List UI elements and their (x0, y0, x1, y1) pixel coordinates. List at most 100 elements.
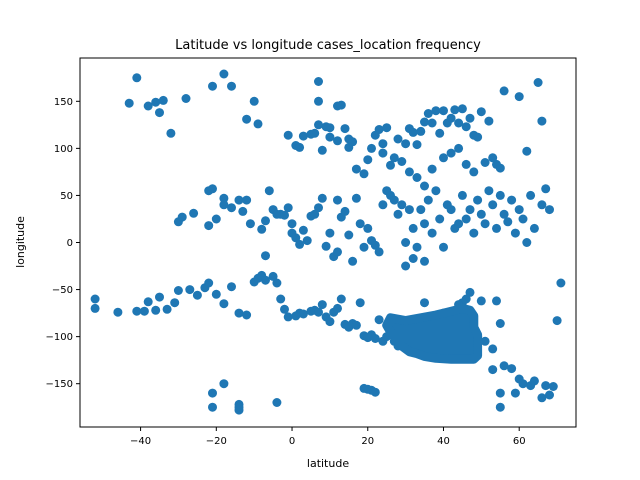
scatter-point (151, 305, 161, 315)
scatter-point (389, 195, 399, 205)
scatter-point (420, 181, 429, 191)
scatter-point (314, 96, 323, 106)
points-layer (90, 69, 566, 415)
scatter-point (370, 334, 380, 343)
x-tick-label: 60 (513, 436, 526, 447)
scatter-point (495, 163, 505, 173)
scatter-point (537, 200, 547, 210)
scatter-point (480, 158, 490, 167)
scatter-point (325, 317, 335, 327)
scatter-point (529, 376, 539, 386)
scatter-point (397, 157, 407, 166)
scatter-point (155, 292, 164, 302)
scatter-point (541, 184, 551, 194)
scatter-point (420, 219, 429, 229)
scatter-point (431, 106, 441, 116)
scatter-point (484, 116, 494, 126)
scatter-point (298, 309, 308, 319)
scatter-point (435, 128, 445, 138)
x-tick-label: −40 (130, 436, 151, 447)
x-tick-label: 40 (437, 436, 450, 447)
scatter-point (317, 193, 327, 203)
y-axis: −150 −100 −50 0 50 100 150 (46, 97, 80, 390)
scatter-point (507, 195, 517, 205)
scatter-point (374, 247, 384, 257)
scatter-point (211, 214, 221, 224)
scatter-point (314, 77, 323, 86)
scatter-point (227, 81, 236, 91)
scatter-point (261, 216, 270, 226)
scatter-point (488, 344, 498, 354)
scatter-point (283, 312, 293, 322)
scatter-point (261, 275, 270, 285)
scatter-point (378, 148, 388, 158)
scatter-point (333, 303, 342, 313)
scatter-point (280, 304, 289, 314)
scatter-point (446, 148, 456, 158)
scatter-point (541, 381, 551, 391)
scatter-point (295, 239, 305, 249)
scatter-point (522, 146, 532, 156)
scatter-point (545, 390, 554, 400)
scatter-point (469, 228, 479, 238)
x-axis: −40 −20 0 20 40 60 (130, 427, 526, 447)
scatter-point (314, 120, 323, 130)
scatter-point (344, 230, 354, 240)
scatter-point (261, 251, 270, 261)
scatter-point (113, 307, 123, 317)
scatter-point (298, 225, 308, 235)
scatter-point (242, 310, 252, 320)
scatter-point (393, 209, 403, 219)
scatter-point (249, 96, 259, 106)
scatter-point (476, 209, 486, 219)
scatter-point (340, 206, 350, 216)
scatter-point (401, 261, 411, 271)
x-axis-label: latitude (307, 457, 349, 470)
scatter-point (461, 159, 471, 169)
scatter-point (548, 382, 558, 391)
scatter-point (412, 173, 422, 182)
scatter-point (219, 379, 229, 389)
scatter-point (124, 98, 134, 108)
scatter-point (473, 195, 483, 205)
scatter-point (457, 104, 467, 114)
scatter-point (355, 298, 365, 308)
scatter-point (423, 109, 433, 118)
scatter-point (181, 94, 191, 103)
scatter-point (495, 388, 505, 398)
scatter-point (480, 219, 490, 229)
scatter-point (435, 214, 445, 224)
scatter-point (499, 361, 509, 371)
scatter-point (370, 240, 380, 250)
scatter-point (476, 107, 486, 117)
y-axis-label: longitude (14, 216, 27, 268)
scatter-point (495, 402, 505, 412)
scatter-point (158, 95, 168, 105)
y-tick-label: −150 (46, 379, 73, 390)
scatter-point (423, 195, 433, 205)
scatter-point (476, 296, 486, 306)
scatter-point (480, 336, 490, 346)
scatter-point (507, 364, 517, 374)
y-tick-label: −100 (46, 332, 73, 343)
scatter-point (484, 186, 494, 196)
scatter-point (351, 320, 361, 330)
scatter-point (298, 131, 308, 141)
scatter-point (454, 219, 464, 229)
scatter-point (446, 205, 456, 215)
dense-point-cluster (382, 303, 483, 364)
scatter-point (295, 142, 305, 152)
scatter-point (310, 128, 320, 138)
scatter-point (348, 137, 358, 147)
scatter-point (208, 81, 217, 91)
scatter-point (139, 306, 149, 316)
scatter-point (325, 132, 335, 142)
scatter-point (420, 117, 429, 127)
scatter-point (401, 139, 411, 149)
scatter-point (234, 195, 244, 205)
scatter-point (427, 118, 437, 128)
scatter-point (359, 242, 369, 252)
scatter-point (404, 205, 414, 215)
scatter-point (143, 101, 153, 111)
scatter-point (545, 205, 554, 215)
